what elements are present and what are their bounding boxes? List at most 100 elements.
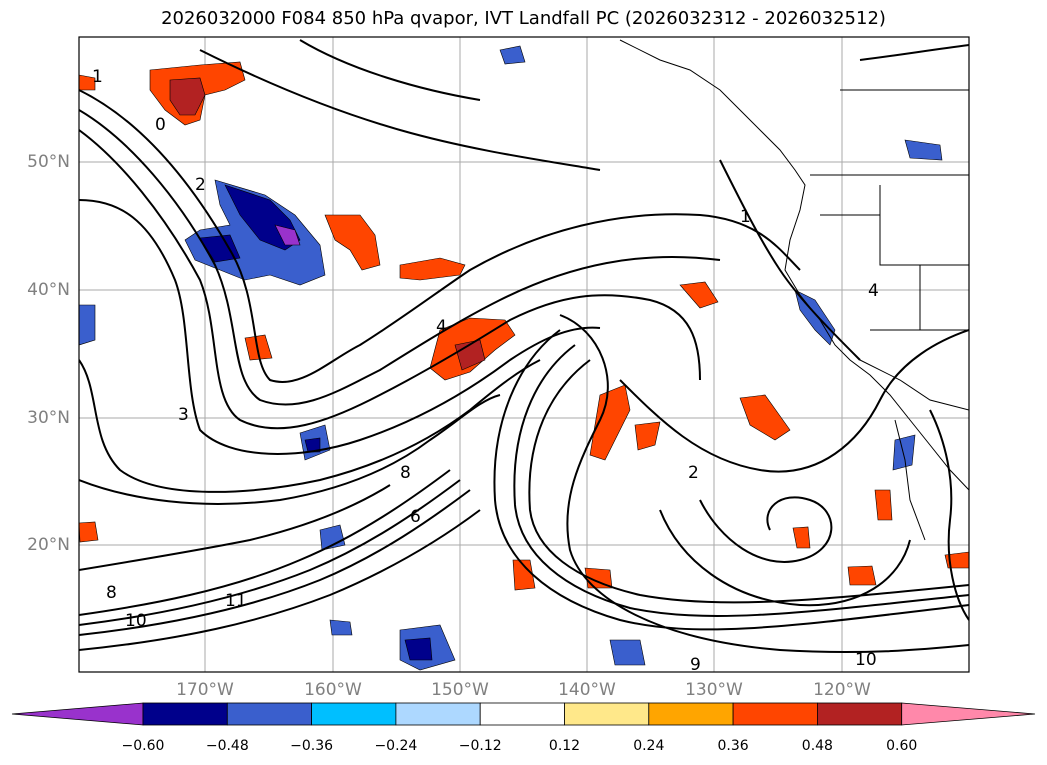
lon-label-150w: 150°W <box>431 680 489 700</box>
positive-anomaly-area <box>792 526 811 549</box>
contour-line <box>199 49 601 171</box>
contour-line <box>299 39 481 101</box>
positive-anomaly-area <box>847 565 877 586</box>
negative-anomaly-area <box>892 434 916 471</box>
extreme-negative-anomaly-area <box>274 224 301 246</box>
contour-label: 4 <box>436 317 447 337</box>
colorbar <box>11 702 1036 726</box>
contour-label: 8 <box>106 583 117 603</box>
baja-coastline <box>894 419 926 541</box>
contour-label: 10 <box>125 611 147 631</box>
contour-label: 0 <box>155 115 166 135</box>
lon-label-170w: 170°W <box>176 680 234 700</box>
north-america-coastline <box>619 39 969 491</box>
contour-label: 9 <box>690 655 701 675</box>
negative-anomaly-area <box>79 304 96 346</box>
colorbar-segment <box>395 702 481 726</box>
contour-line <box>79 484 391 571</box>
contour-label: 8 <box>400 463 411 483</box>
colorbar-segment <box>564 702 650 726</box>
positive-anomaly-area <box>79 74 96 91</box>
contour-line <box>79 469 451 616</box>
colorbar-tick-label: −0.12 <box>458 738 502 754</box>
lat-label-30n: 30°N <box>27 408 70 428</box>
lat-label-50n: 50°N <box>27 152 70 172</box>
contour-line <box>699 496 833 563</box>
colorbar-extend-min <box>11 702 144 726</box>
contour-line <box>79 394 501 505</box>
negative-anomaly-area <box>319 524 346 551</box>
colorbar-tick-label: 0.60 <box>886 738 918 754</box>
contour-line <box>528 359 969 604</box>
strong-negative-anomaly-area <box>404 637 433 661</box>
positive-anomaly-area <box>399 257 466 281</box>
contour-line <box>493 329 969 631</box>
colorbar-tick-label: 0.48 <box>801 738 833 754</box>
colorbar-tick-label: −0.36 <box>290 738 334 754</box>
colorbar-tick-label: −0.24 <box>374 738 418 754</box>
contour-label: 2 <box>688 463 699 483</box>
contour-line <box>619 329 969 473</box>
contour-label: 2 <box>195 175 206 195</box>
contour-line <box>659 509 911 607</box>
positive-anomaly-area <box>679 281 719 309</box>
contour-line <box>79 509 481 651</box>
contour-line <box>79 89 801 383</box>
lon-label-120w: 120°W <box>813 680 871 700</box>
contour-label: 10 <box>855 650 877 670</box>
colorbar-segment <box>479 702 565 726</box>
colorbar-segment <box>311 702 397 726</box>
lat-label-20n: 20°N <box>27 535 70 555</box>
colorbar-tick-label: −0.48 <box>205 738 249 754</box>
positive-anomaly-area <box>244 334 273 361</box>
contour-line <box>79 129 701 430</box>
lon-label-140w: 140°W <box>558 680 616 700</box>
strong-positive-anomaly-area <box>454 339 486 371</box>
contour-line <box>719 159 861 361</box>
map-title: 2026032000 F084 850 hPa qvapor, IVT Land… <box>161 8 886 29</box>
mexico-border <box>859 359 969 411</box>
positive-anomaly-area <box>634 421 661 451</box>
colorbar-tick-label: −0.60 <box>121 738 165 754</box>
coastlines <box>619 39 969 541</box>
lon-label-160w: 160°W <box>304 680 362 700</box>
colorbar-segment <box>817 702 903 726</box>
contour-labels: 1 0 2 4 8 6 3 11 10 9 1 2 4 8 10 <box>92 67 879 675</box>
colorbar-segment <box>732 702 818 726</box>
contour-line <box>929 409 969 621</box>
plot-frame <box>78 36 970 673</box>
contour-line <box>559 314 969 654</box>
contour-label: 6 <box>410 507 421 527</box>
lat-label-40n: 40°N <box>27 280 70 300</box>
colorbar-tick-label: 0.36 <box>717 738 749 754</box>
colorbar-segment <box>142 702 228 726</box>
positive-anomaly-area <box>324 214 381 271</box>
contour-line <box>859 44 969 61</box>
colorbar-tick-label: 0.24 <box>633 738 665 754</box>
contour-label: 11 <box>225 591 247 611</box>
contour-line <box>79 479 461 626</box>
colorbar-segment <box>648 702 734 726</box>
lon-label-130w: 130°W <box>685 680 743 700</box>
negative-anomaly-area <box>499 45 526 65</box>
contour-label: 1 <box>92 67 103 87</box>
colorbar-segment <box>226 702 313 726</box>
qvapor-fill-field <box>79 45 969 671</box>
colorbar-tick-label: 0.12 <box>548 738 581 754</box>
strong-negative-anomaly-area <box>304 437 321 453</box>
state-border <box>879 185 969 266</box>
contour-line <box>79 359 541 493</box>
negative-anomaly-area <box>904 139 943 161</box>
negative-anomaly-area <box>329 619 353 636</box>
contour-label: 1 <box>740 207 751 227</box>
contour-line <box>79 199 601 455</box>
positive-anomaly-area <box>79 521 99 543</box>
ivt-contours <box>79 39 969 654</box>
contour-line <box>79 109 721 406</box>
positive-anomaly-area <box>512 559 536 591</box>
contour-label: 3 <box>178 405 189 425</box>
positive-anomaly-area <box>739 394 791 441</box>
positive-anomaly-area <box>874 489 893 521</box>
colorbar-extend-max <box>901 702 1036 726</box>
positive-anomaly-area <box>589 384 631 461</box>
